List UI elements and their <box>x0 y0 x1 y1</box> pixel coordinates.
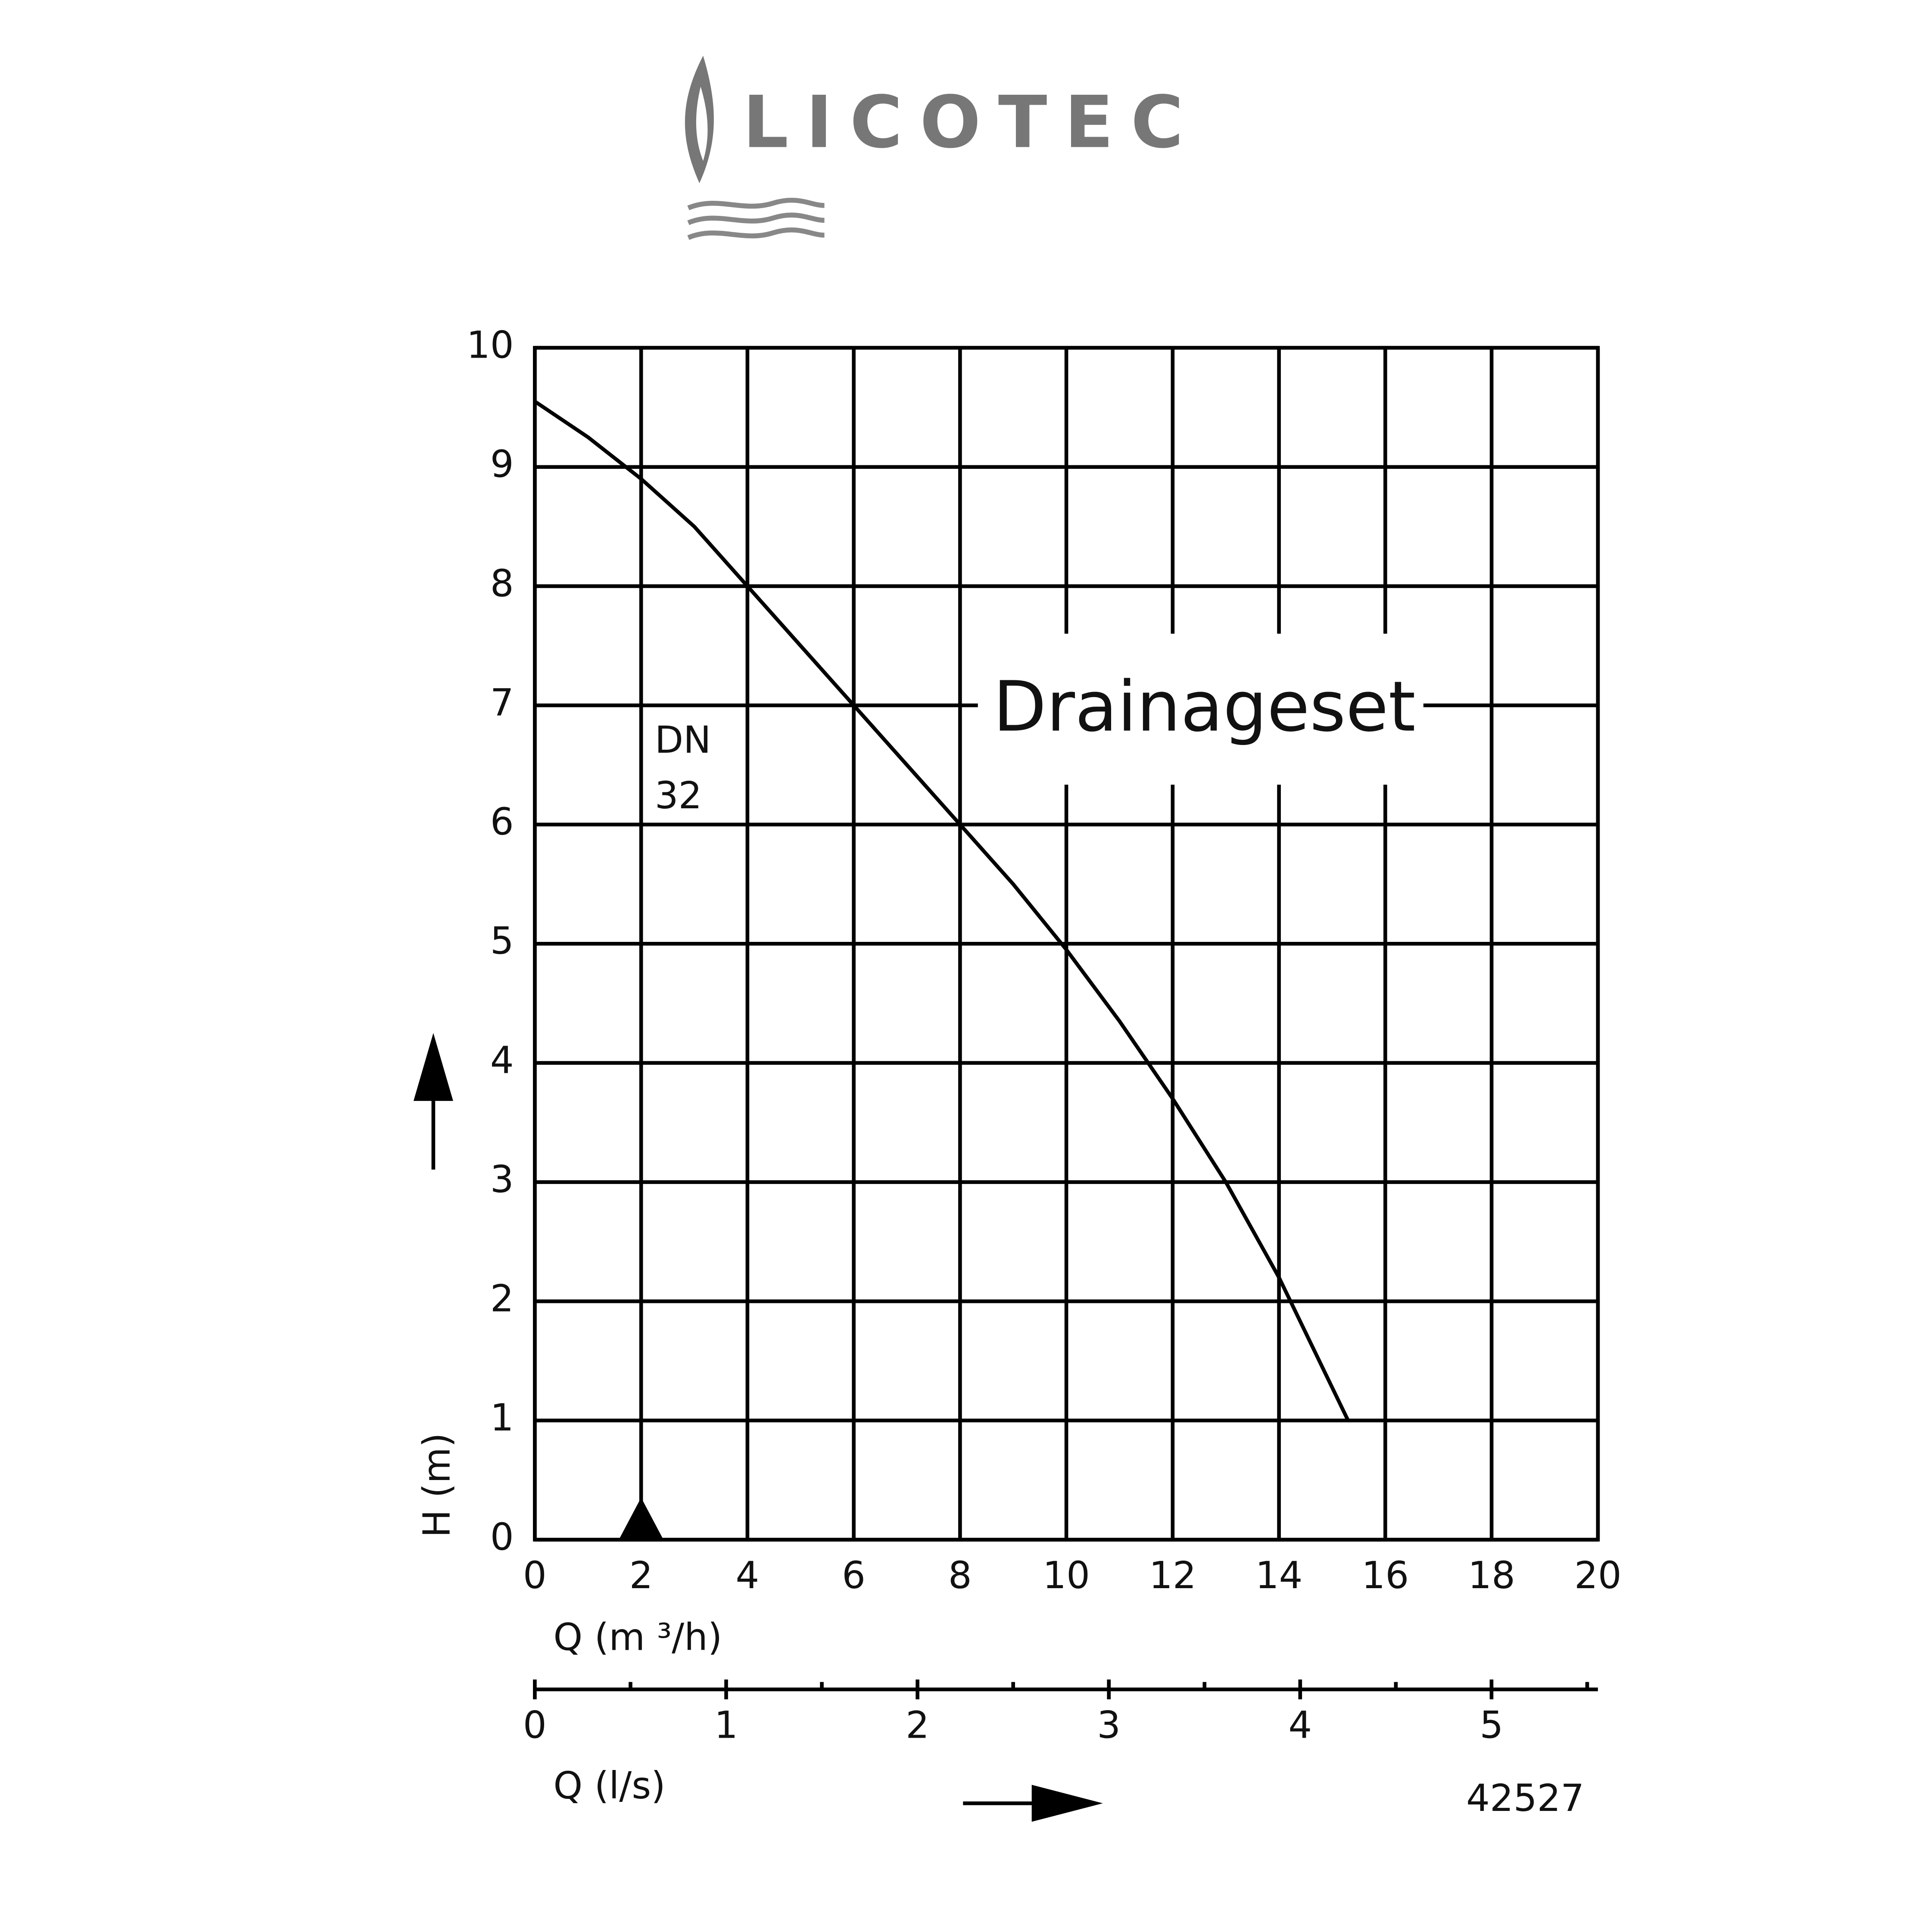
y-tick-label: 6 <box>490 801 514 844</box>
y-axis-label: H (m) <box>416 1433 459 1537</box>
x2-tick-label: 3 <box>1097 1704 1121 1747</box>
y-tick-label: 2 <box>490 1278 514 1321</box>
annotation: Drainageset <box>993 667 1416 747</box>
logo: LICOTEC <box>685 56 1201 240</box>
annotation-box <box>978 633 1423 785</box>
x2-tick-label: 0 <box>523 1704 547 1747</box>
x2-tick-label: 5 <box>1480 1704 1504 1747</box>
y-tick-label: 7 <box>490 681 514 724</box>
x-axis-label: Q (m ³/h) <box>553 1616 722 1659</box>
x-tick-label: 14 <box>1255 1554 1303 1597</box>
x-tick-label: 0 <box>523 1554 547 1597</box>
y-tick-label: 4 <box>490 1039 514 1082</box>
x-tick-label: 20 <box>1574 1554 1622 1597</box>
logo-waves <box>687 197 825 240</box>
x2-tick-label: 4 <box>1288 1704 1312 1747</box>
y-tick-label: 5 <box>490 920 514 963</box>
x2-tick-label: 1 <box>714 1704 738 1747</box>
y-tick-label: 3 <box>490 1158 514 1201</box>
x-tick-label: 8 <box>948 1554 972 1597</box>
marker-triangle <box>619 1497 663 1540</box>
y-tick-label: 10 <box>467 324 514 367</box>
curve <box>533 400 1350 1421</box>
axis-arrows <box>413 1033 1103 1822</box>
y-tick-label: 0 <box>490 1516 514 1559</box>
x2-tick-label: 2 <box>906 1704 929 1747</box>
y-tick-label: 9 <box>490 443 514 486</box>
x-tick-label: 6 <box>842 1554 866 1597</box>
x2-axis-label: Q (l/s) <box>553 1764 665 1807</box>
code: 42527 <box>1466 1777 1584 1820</box>
x-tick-label: 12 <box>1149 1554 1196 1597</box>
logo-flame <box>685 56 714 184</box>
y-tick-label: 8 <box>490 562 514 605</box>
x-tick-label: 10 <box>1043 1554 1090 1597</box>
x-tick-label: 18 <box>1468 1554 1515 1597</box>
x-tick-label: 2 <box>629 1554 653 1597</box>
y-tick-label: 1 <box>490 1396 514 1440</box>
marker-label: DN <box>655 719 711 762</box>
marker-label: 32 <box>655 774 702 817</box>
x-tick-label: 16 <box>1362 1554 1409 1597</box>
x-tick-label: 4 <box>735 1554 759 1597</box>
logo-text: LICOTEC <box>743 81 1201 164</box>
